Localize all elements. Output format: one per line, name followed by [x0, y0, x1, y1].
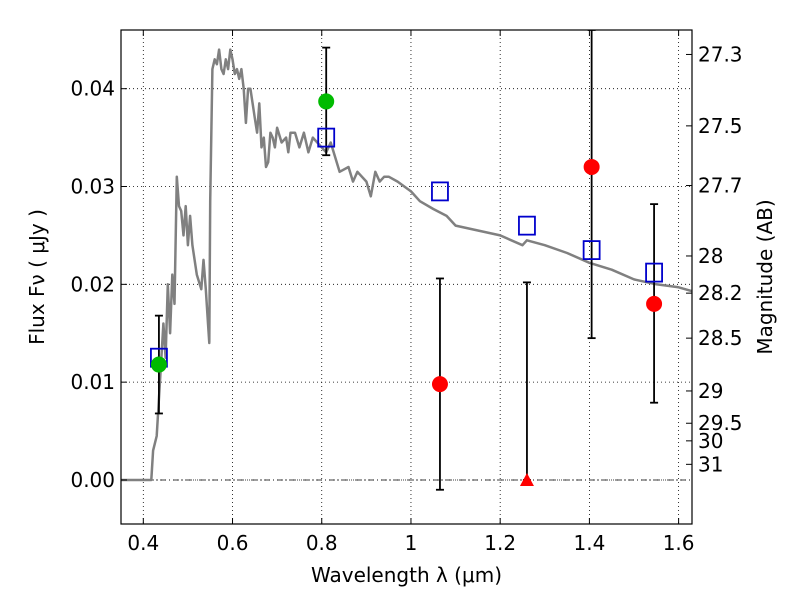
model-flux-square [645, 262, 663, 283]
x-tick-label: 1.2 [484, 531, 516, 555]
x-tick-label: 0.8 [306, 531, 338, 555]
detection-point-green [150, 356, 167, 373]
mag-tick-label: 30 [698, 429, 723, 453]
y-tick-label: 0.04 [70, 77, 115, 101]
x-tick-label: 0.6 [217, 531, 249, 555]
model-flux-square [582, 240, 601, 260]
y-tick-label: 0.03 [70, 175, 115, 199]
y-axis-label: Flux Fν ( μJy ) [25, 209, 49, 345]
y-tick-label: 0.02 [70, 272, 115, 296]
x-tick-label: 1 [405, 531, 418, 555]
mag-tick-label: 28.2 [698, 281, 743, 305]
detection-point-green [318, 93, 335, 110]
mag-tick-label: 29 [698, 379, 723, 403]
model-flux-square [317, 127, 336, 148]
mag-tick-label: 27.3 [698, 42, 743, 66]
y-tick-label: 0.01 [70, 370, 115, 394]
series-layer [121, 30, 692, 491]
mag-tick-label: 31 [698, 452, 723, 476]
ticks: 0.4 0.6 0.8 1 1.2 1.4 1.6 0.00 0.01 0.02 0.03 0.04 2… [70, 30, 743, 555]
measurement-point-red [431, 376, 448, 393]
x-tick-label: 0.4 [127, 531, 159, 555]
upper-limit-triangle [519, 472, 534, 486]
plot-frame [120, 29, 693, 525]
x-tick-label: 1.6 [663, 531, 695, 555]
right-axis-label: Magnitude (AB) [753, 199, 777, 354]
model-flux-square [518, 215, 536, 236]
grid [121, 30, 692, 524]
model-flux-square [431, 181, 449, 202]
mag-tick-label: 27.5 [698, 114, 743, 138]
mag-tick-label: 29.5 [698, 411, 743, 435]
x-tick-label: 1.4 [573, 531, 605, 555]
sed-template-line [121, 48, 692, 482]
mag-tick-label: 27.7 [698, 174, 743, 198]
x-axis-label: Wavelength λ (μm) [311, 563, 502, 587]
mag-tick-label: 28 [698, 244, 723, 268]
y-tick-label: 0.00 [70, 468, 115, 492]
measurement-point-red [583, 158, 600, 175]
measurement-point-red [646, 295, 663, 312]
mag-tick-label: 28.5 [698, 326, 743, 350]
